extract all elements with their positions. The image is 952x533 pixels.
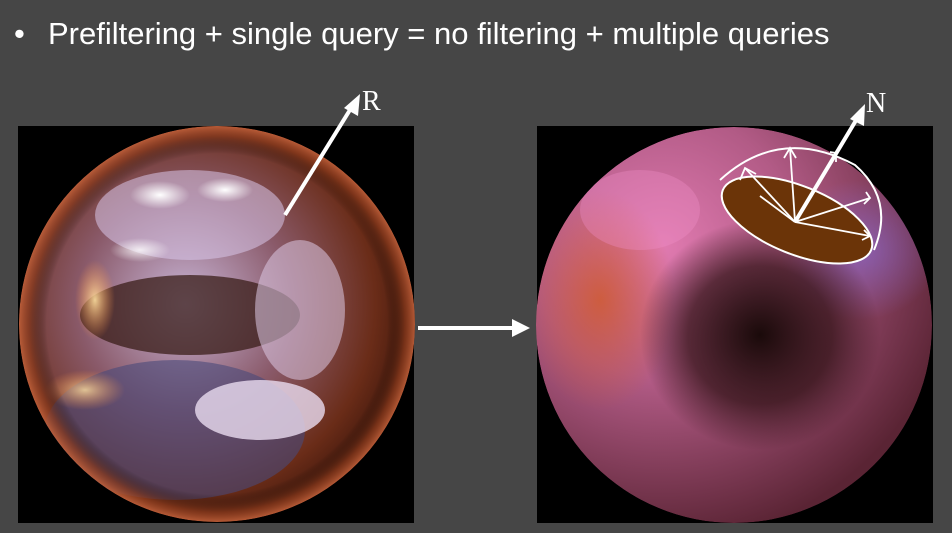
normal-vector-label: N (866, 88, 886, 119)
normal-vector-arrow (793, 104, 865, 224)
mirror-sphere (19, 126, 415, 522)
reflection-vector-arrow (283, 94, 360, 217)
bullet-symbol: • (14, 16, 25, 51)
bullet-point: • Prefiltering + single query = no filter… (14, 12, 829, 56)
reflection-vector-label: R (362, 86, 381, 117)
right-panel: N (536, 88, 933, 523)
left-panel: R (18, 86, 415, 523)
transform-arrow (418, 319, 530, 337)
hemisphere-dome (719, 147, 883, 251)
bullet-text: Prefiltering + single query = no filteri… (48, 16, 830, 51)
